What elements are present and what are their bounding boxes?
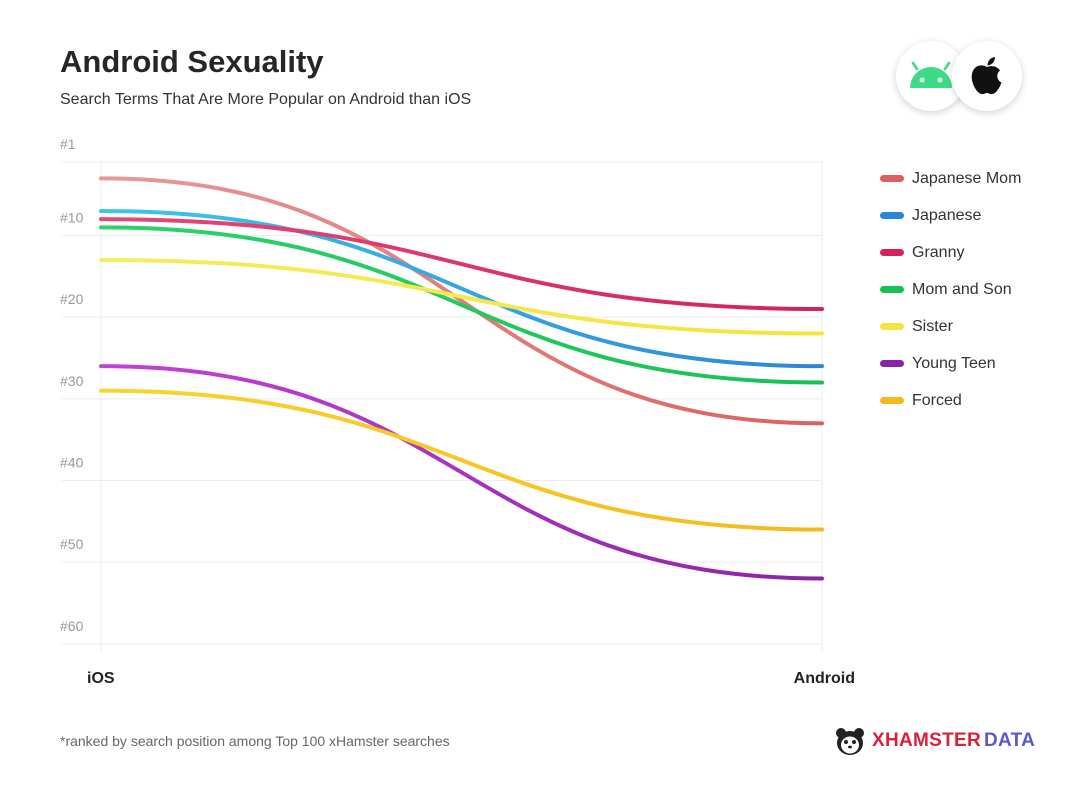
series-line-japanese-mom	[99, 176, 824, 426]
legend-item-granny: Granny	[880, 234, 1021, 271]
legend-label: Sister	[912, 317, 953, 335]
brand-logo: XHAMSTER DATA	[834, 726, 1035, 756]
legend-label: Mom and Son	[912, 280, 1012, 298]
y-tick-label: #20	[60, 291, 84, 307]
apple-badge	[952, 41, 1022, 111]
legend-swatch	[880, 249, 904, 256]
android-badge	[896, 41, 966, 111]
x-label-ios: iOS	[87, 670, 115, 687]
legend-swatch	[880, 286, 904, 293]
legend-item-japanese-mom: Japanese Mom	[880, 160, 1021, 197]
y-tick-label: #1	[60, 136, 76, 152]
legend-label: Granny	[912, 243, 965, 261]
brand-sub: DATA	[984, 730, 1036, 751]
x-label-android: Android	[794, 670, 855, 687]
legend-swatch	[880, 212, 904, 219]
chart-title: Android Sexuality	[60, 44, 324, 79]
android-icon	[910, 61, 952, 88]
legend-swatch	[880, 360, 904, 367]
series-line-sister	[99, 258, 824, 336]
chart-subtitle: Search Terms That Are More Popular on An…	[60, 91, 472, 108]
legend-item-young-teen: Young Teen	[880, 345, 1021, 382]
legend-swatch	[880, 323, 904, 330]
series-line-forced	[99, 388, 824, 532]
series-line-young-teen	[99, 364, 824, 581]
legend-swatch	[880, 397, 904, 404]
legend: Japanese Mom Japanese Granny Mom and Son Sis…	[880, 160, 1021, 419]
y-axis-ticks: #1 #10 #20 #30 #40 #50 #60	[60, 136, 84, 634]
legend-item-japanese: Japanese	[880, 197, 1021, 234]
grid	[62, 161, 823, 652]
y-tick-label: #30	[60, 373, 84, 389]
series-line-japanese	[99, 209, 824, 369]
legend-item-mom-and-son: Mom and Son	[880, 271, 1021, 308]
y-tick-label: #40	[60, 455, 84, 471]
y-tick-label: #50	[60, 536, 84, 552]
y-tick-label: #60	[60, 618, 84, 634]
apple-icon	[971, 57, 1002, 95]
legend-label: Japanese	[912, 206, 982, 224]
series-line-granny	[99, 217, 824, 311]
legend-swatch	[880, 175, 904, 182]
footnote: *ranked by search position among Top 100…	[60, 733, 450, 749]
brand-name: XHAMSTER	[872, 730, 982, 751]
hamster-logo-icon	[836, 728, 864, 755]
legend-label: Young Teen	[912, 354, 996, 372]
y-tick-label: #10	[60, 210, 84, 226]
legend-item-sister: Sister	[880, 308, 1021, 345]
series-line-mom-and-son	[99, 225, 824, 385]
x-axis-labels: iOS Android	[87, 670, 855, 687]
legend-item-forced: Forced	[880, 382, 1021, 419]
legend-label: Japanese Mom	[912, 169, 1022, 187]
os-badges	[896, 41, 1022, 111]
series-lines	[99, 176, 824, 581]
legend-label: Forced	[912, 391, 962, 409]
